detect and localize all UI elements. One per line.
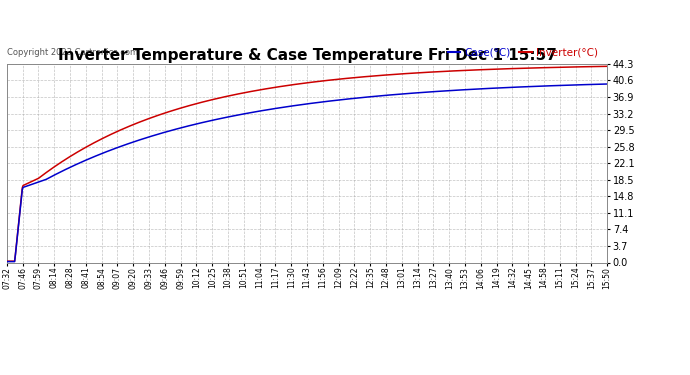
Legend: Case(°C), Inverter(°C): Case(°C), Inverter(°C): [444, 43, 602, 62]
Title: Inverter Temperature & Case Temperature Fri Dec 1 15:57: Inverter Temperature & Case Temperature …: [57, 48, 557, 63]
Text: Copyright 2023 Cartronics.com: Copyright 2023 Cartronics.com: [7, 48, 138, 57]
